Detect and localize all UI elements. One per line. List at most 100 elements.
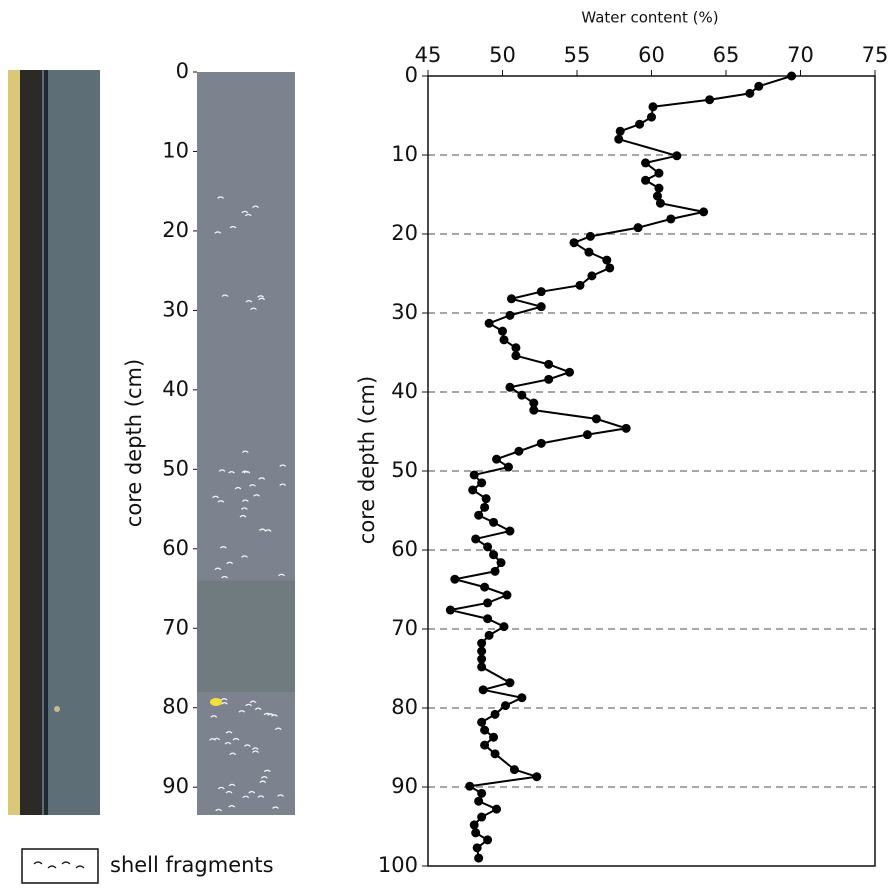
data-point — [503, 462, 513, 472]
data-point — [468, 485, 478, 495]
data-point — [477, 812, 487, 822]
data-point — [506, 294, 516, 304]
shell-fragment — [234, 486, 242, 490]
shell-fragment — [241, 210, 249, 214]
x-tick-label: 45 — [415, 43, 442, 67]
shell-fragment — [244, 213, 252, 217]
y-axis-label: core depth (cm) — [355, 376, 379, 544]
y-tick-label: 60 — [391, 537, 418, 561]
core-edge — [44, 70, 48, 815]
shell-yellow — [210, 698, 222, 706]
data-point — [787, 71, 797, 81]
y-tick-label: 80 — [391, 695, 418, 719]
y-tick-label: 60 — [162, 536, 189, 560]
pebble — [54, 706, 60, 712]
shell-fragment — [270, 714, 278, 717]
shell-fragment — [257, 295, 265, 298]
data-point — [483, 542, 493, 552]
shell-fragment — [243, 470, 251, 474]
data-point — [505, 526, 515, 536]
x-tick-label: 60 — [638, 43, 665, 67]
data-point — [484, 318, 494, 328]
y-tick-label: 30 — [162, 297, 189, 321]
legend-shell-icon — [33, 861, 85, 869]
shell-fragment — [258, 477, 266, 480]
data-point — [517, 693, 527, 703]
shell-fragment — [239, 514, 247, 518]
data-point — [647, 112, 656, 122]
data-point — [478, 685, 488, 695]
legend-label: shell fragments — [110, 853, 274, 877]
shell-fragment — [228, 471, 235, 474]
data-point — [532, 772, 542, 782]
data-point — [483, 614, 493, 624]
data-point — [474, 853, 484, 863]
data-point — [544, 359, 554, 369]
plot-frame — [427, 75, 876, 867]
data-point — [496, 558, 506, 568]
data-point — [471, 828, 481, 838]
data-point — [705, 95, 715, 105]
shell-fragment — [218, 469, 226, 472]
data-point — [514, 446, 524, 456]
shell-fragment — [259, 780, 267, 784]
data-point — [471, 534, 481, 544]
shell-fragment — [249, 700, 257, 704]
data-point — [655, 198, 665, 208]
data-point — [450, 574, 460, 584]
y-tick-label: 70 — [162, 615, 189, 639]
data-point — [502, 590, 512, 600]
data-point — [483, 835, 493, 845]
shell-fragment — [232, 737, 240, 741]
shell-fragment — [254, 707, 262, 711]
data-point — [587, 271, 597, 281]
x-tick-label: 50 — [489, 43, 516, 67]
shell-fragment — [279, 464, 287, 467]
shell-fragment — [219, 546, 227, 549]
data-point — [483, 598, 493, 608]
data-point — [477, 646, 487, 656]
shell-fragment — [277, 794, 285, 797]
data-point — [474, 796, 484, 806]
y-tick-label: 100 — [378, 853, 418, 877]
data-point — [635, 119, 645, 129]
x-tick-label: 65 — [713, 43, 740, 67]
data-point — [484, 630, 494, 640]
data-point — [605, 263, 615, 273]
shell-fragment — [241, 507, 248, 510]
y-tick-label: 10 — [391, 142, 418, 166]
column-y-label: core depth (cm) — [122, 359, 146, 527]
shell-fragment — [209, 738, 216, 741]
shell-fragment — [221, 702, 228, 705]
data-point — [529, 398, 539, 408]
data-point — [536, 287, 546, 297]
data-point — [505, 382, 515, 392]
shell-fragment — [263, 769, 271, 773]
data-point — [621, 423, 631, 433]
data-point — [614, 134, 624, 144]
x-tick-label: 55 — [564, 43, 591, 67]
data-point — [477, 662, 487, 672]
data-point — [498, 326, 507, 336]
data-point — [469, 470, 479, 480]
data-line — [450, 75, 792, 859]
shell-fragment — [278, 573, 285, 577]
shell-fragment — [214, 567, 222, 571]
chart-title: Water content (%) — [581, 9, 718, 27]
data-point — [499, 335, 509, 345]
data-point — [745, 88, 755, 98]
shell-fragment — [217, 196, 224, 199]
data-point — [480, 740, 490, 750]
y-tick-label: 40 — [162, 377, 189, 401]
legend-swatch — [21, 848, 99, 884]
shell-fragment — [249, 484, 256, 487]
data-point — [480, 582, 490, 592]
data-point — [641, 175, 651, 185]
shell-fragment — [242, 795, 250, 799]
data-point — [565, 367, 575, 377]
y-tick-label: 40 — [391, 379, 418, 403]
ruler — [8, 70, 20, 815]
shell-fragment — [241, 555, 248, 558]
y-tick-label: 30 — [391, 300, 418, 324]
shell-fragment — [264, 529, 272, 532]
